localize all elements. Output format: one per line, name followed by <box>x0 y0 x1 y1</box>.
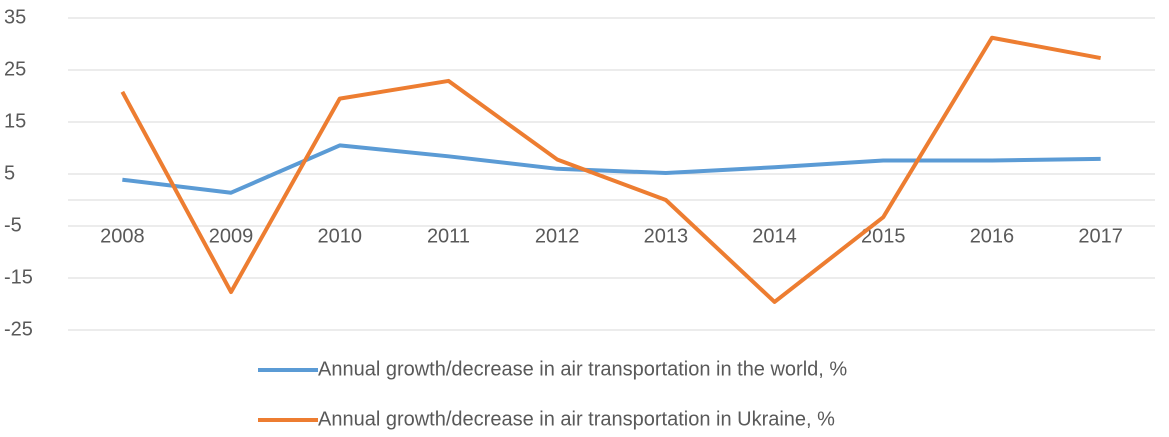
y-tick-label: -15 <box>4 266 33 288</box>
y-tick-label: -5 <box>4 214 22 236</box>
series-line <box>120 35 1102 304</box>
y-tick-label: -25 <box>4 318 33 340</box>
y-tick-label: 15 <box>4 110 26 132</box>
y-tick-label: 25 <box>4 58 26 80</box>
x-tick-label: 2008 <box>100 225 145 247</box>
x-tick-label: 2012 <box>535 225 580 247</box>
x-tick-label: 2016 <box>970 225 1015 247</box>
x-tick-label: 2009 <box>209 225 254 247</box>
legend-label: Annual growth/decrease in air transporta… <box>318 408 835 430</box>
y-tick-label: 35 <box>4 6 26 28</box>
x-tick-label: 2017 <box>1078 225 1123 247</box>
x-tick-label: 2015 <box>861 225 906 247</box>
series-line <box>122 143 1101 195</box>
y-tick-label: 5 <box>4 162 15 184</box>
x-tick-label: 2014 <box>752 225 797 247</box>
x-tick-label: 2011 <box>427 225 470 247</box>
legend-label: Annual growth/decrease in air transporta… <box>318 358 847 380</box>
x-tick-label: 2013 <box>644 225 689 247</box>
x-tick-label: 2010 <box>318 225 363 247</box>
